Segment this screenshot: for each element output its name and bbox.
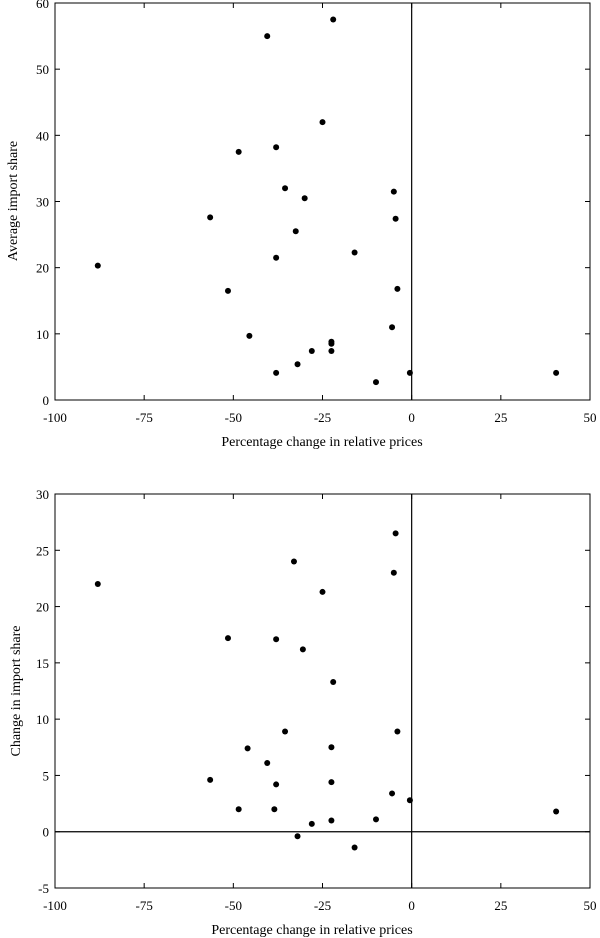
scatter-point	[224, 635, 231, 642]
scatter-point	[273, 781, 280, 788]
scatter-point	[224, 287, 231, 294]
scatter-point	[246, 332, 253, 339]
scatter-point	[390, 188, 397, 195]
scatter-point	[290, 558, 297, 565]
scatter-point	[351, 844, 358, 851]
x-tick-label: -50	[225, 410, 242, 425]
scatter-point	[282, 185, 289, 192]
x-tick-label: -50	[225, 898, 242, 913]
scatter-point	[308, 820, 315, 827]
scatter-point	[299, 646, 306, 653]
x-tick-label: 50	[584, 898, 597, 913]
scatter-point	[389, 790, 396, 797]
scatter-point	[319, 588, 326, 595]
scatter-point	[328, 340, 335, 347]
scatter-point	[271, 806, 278, 813]
y-tick-label: 20	[36, 261, 49, 276]
y-tick-label: 30	[36, 195, 49, 210]
scatter-point	[328, 779, 335, 786]
scatter-point	[392, 215, 399, 222]
scatter-point	[406, 369, 413, 376]
scatter-point	[94, 581, 101, 588]
y-tick-label: 60	[36, 0, 49, 11]
scatter-point	[264, 33, 271, 40]
y-tick-label: 0	[43, 825, 50, 840]
x-tick-label: 0	[408, 410, 415, 425]
x-tick-label: 25	[494, 410, 507, 425]
scatter-point	[394, 728, 401, 735]
scatter-point	[207, 214, 214, 221]
x-tick-label: -100	[43, 898, 67, 913]
scatter-point	[294, 361, 301, 368]
scatter-point	[319, 119, 326, 126]
y-tick-label: 20	[36, 600, 49, 615]
scatter-point	[273, 254, 280, 261]
scatter-point	[553, 369, 560, 376]
scatter-point	[273, 144, 280, 151]
scatter-point	[308, 348, 315, 355]
scatter-panel-average-import-share: Percentage change in relative prices Ave…	[6, 0, 597, 450]
y-tick-label: 5	[43, 768, 50, 783]
scatter-point	[328, 744, 335, 751]
y-tick-label: 30	[36, 487, 49, 502]
scatter-panel-change-in-import-share: Percentage change in relative prices Cha…	[9, 487, 597, 938]
x-axis-label: Percentage change in relative prices	[221, 435, 422, 450]
scatter-point	[328, 817, 335, 824]
scatter-point	[282, 728, 289, 735]
scatter-point	[389, 324, 396, 331]
y-axis-label: Average import share	[6, 141, 21, 261]
scatter-point	[244, 745, 251, 752]
scatter-point	[394, 285, 401, 292]
scatter-point	[373, 816, 379, 823]
scatter-point	[330, 678, 337, 685]
scatter-point	[406, 797, 413, 804]
scatter-point	[373, 379, 379, 386]
scatter-point	[273, 369, 280, 376]
scatter-point	[235, 148, 242, 155]
x-tick-label: -75	[135, 898, 152, 913]
scatter-point	[294, 833, 301, 840]
x-tick-label: 0	[408, 898, 415, 913]
scatter-point	[273, 636, 280, 643]
x-tick-label: 25	[494, 898, 507, 913]
scatter-point	[390, 569, 397, 576]
scatter-point	[553, 808, 560, 815]
x-tick-label: -75	[135, 410, 152, 425]
x-tick-label: -25	[314, 410, 331, 425]
plot-frame	[54, 2, 591, 401]
x-tick-label: 50	[584, 410, 597, 425]
x-tick-label: -25	[314, 898, 331, 913]
plot-frame	[54, 493, 591, 889]
x-tick-label: -100	[43, 410, 67, 425]
scatter-point	[264, 760, 271, 767]
scatter-point	[328, 348, 335, 355]
y-tick-label: 15	[36, 656, 49, 671]
scatter-point	[351, 249, 358, 256]
scatter-point	[392, 530, 399, 537]
scatter-point	[235, 806, 242, 813]
y-tick-label: 10	[36, 327, 49, 342]
y-tick-label: -5	[38, 881, 49, 896]
scatter-point	[292, 228, 299, 235]
y-tick-label: 10	[36, 712, 49, 727]
scatter-point	[301, 195, 308, 202]
y-axis-label: Change in import share	[9, 625, 24, 756]
x-axis-label: Percentage change in relative prices	[211, 923, 412, 938]
scatter-point	[207, 776, 214, 783]
scatter-point	[330, 16, 337, 23]
y-tick-label: 0	[43, 393, 50, 408]
scatter-point	[94, 262, 101, 269]
y-tick-label: 50	[36, 62, 49, 77]
y-tick-label: 25	[36, 543, 49, 558]
y-tick-label: 40	[36, 128, 49, 143]
